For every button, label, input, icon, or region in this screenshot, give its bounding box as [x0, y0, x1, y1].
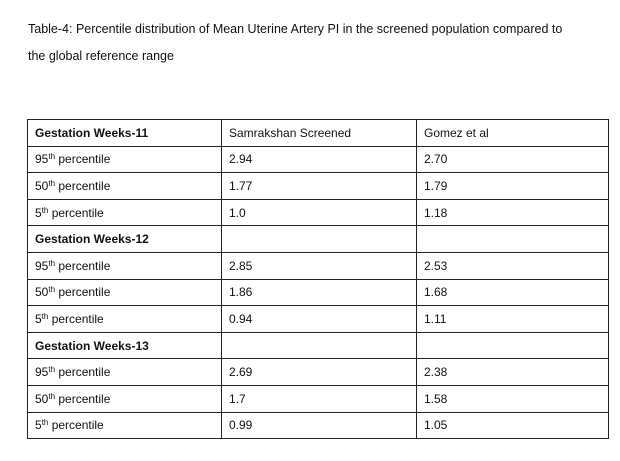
- label-suffix: th: [41, 311, 49, 321]
- label-text: percentile: [48, 205, 104, 220]
- label-number: 50: [35, 178, 49, 193]
- caption-line: the global reference range: [28, 49, 174, 63]
- value-cell: 2.38: [416, 358, 609, 386]
- caption-line: Table-4: Percentile distribution of Mean…: [28, 22, 563, 36]
- label-text: percentile: [55, 365, 111, 380]
- label-number: 95: [35, 258, 49, 273]
- row-label: 5th percentile: [27, 305, 222, 333]
- label-text: percentile: [55, 258, 111, 273]
- group-row: Gestation Weeks-12: [27, 225, 609, 253]
- label-suffix: th: [48, 365, 56, 375]
- percentile-table: Gestation Weeks-11 Samrakshan Screened Gom…: [27, 119, 609, 440]
- row-label: 50th percentile: [27, 278, 222, 307]
- label-suffix: th: [48, 285, 56, 295]
- value-cell: 1.79: [416, 172, 609, 200]
- label-suffix: th: [48, 391, 56, 401]
- value-cell: 2.53: [416, 251, 609, 280]
- empty-cell: [221, 225, 417, 253]
- label-number: 50: [35, 285, 49, 300]
- value-cell: 1.68: [416, 278, 609, 307]
- row-label: 95th percentile: [27, 145, 222, 174]
- value-cell: 2.94: [221, 145, 417, 174]
- value-cell: 2.85: [221, 251, 417, 280]
- label-suffix: th: [48, 258, 56, 268]
- label-suffix: th: [48, 178, 56, 188]
- data-row: 50th percentile 1.7 1.58: [27, 384, 609, 413]
- label-text: percentile: [55, 152, 111, 167]
- data-row: 50th percentile 1.86 1.68: [27, 278, 609, 307]
- value-cell: 1.7: [221, 384, 417, 413]
- data-row: 5th percentile 0.94 1.11: [27, 305, 609, 333]
- value-cell: 1.0: [221, 198, 417, 227]
- label-text: percentile: [55, 178, 111, 193]
- label-text: percentile: [48, 418, 104, 433]
- row-label: 5th percentile: [27, 411, 222, 440]
- row-label: 50th percentile: [27, 172, 222, 200]
- data-row: 5th percentile 0.99 1.05: [27, 411, 609, 440]
- row-label: 50th percentile: [27, 384, 222, 413]
- row-label: 95th percentile: [27, 251, 222, 280]
- label-number: 5: [35, 311, 42, 326]
- value-cell: 1.86: [221, 278, 417, 307]
- group-title: Gestation Weeks-12: [27, 225, 222, 253]
- empty-cell: [416, 225, 609, 253]
- data-row: 95th percentile 2.94 2.70: [27, 145, 609, 174]
- label-number: 50: [35, 391, 49, 406]
- value-cell: 1.18: [416, 198, 609, 227]
- value-cell: 1.11: [416, 305, 609, 333]
- data-row: 95th percentile 2.85 2.53: [27, 251, 609, 280]
- group-title: Gestation Weeks-11: [27, 119, 222, 147]
- row-label: 5th percentile: [27, 198, 222, 227]
- label-suffix: th: [41, 205, 49, 215]
- data-row: 50th percentile 1.77 1.79: [27, 172, 609, 200]
- empty-cell: [221, 331, 417, 360]
- value-cell: 2.70: [416, 145, 609, 174]
- row-label: 95th percentile: [27, 358, 222, 386]
- value-cell: 1.58: [416, 384, 609, 413]
- label-suffix: th: [41, 418, 49, 428]
- value-cell: 1.77: [221, 172, 417, 200]
- column-header: Gomez et al: [416, 119, 609, 147]
- value-cell: 2.69: [221, 358, 417, 386]
- group-title: Gestation Weeks-13: [27, 331, 222, 360]
- value-cell: 0.99: [221, 411, 417, 440]
- label-number: 5: [35, 205, 42, 220]
- data-row: 5th percentile 1.0 1.18: [27, 198, 609, 227]
- value-cell: 1.05: [416, 411, 609, 440]
- label-number: 95: [35, 365, 49, 380]
- value-cell: 0.94: [221, 305, 417, 333]
- label-text: percentile: [55, 285, 111, 300]
- label-text: percentile: [48, 311, 104, 326]
- label-suffix: th: [48, 152, 56, 162]
- group-row: Gestation Weeks-11 Samrakshan Screened Gom…: [27, 119, 609, 147]
- label-number: 5: [35, 418, 42, 433]
- empty-cell: [416, 331, 609, 360]
- column-header: Samrakshan Screened: [221, 119, 417, 147]
- label-number: 95: [35, 152, 49, 167]
- group-row: Gestation Weeks-13: [27, 331, 609, 360]
- data-row: 95th percentile 2.69 2.38: [27, 358, 609, 386]
- label-text: percentile: [55, 391, 111, 406]
